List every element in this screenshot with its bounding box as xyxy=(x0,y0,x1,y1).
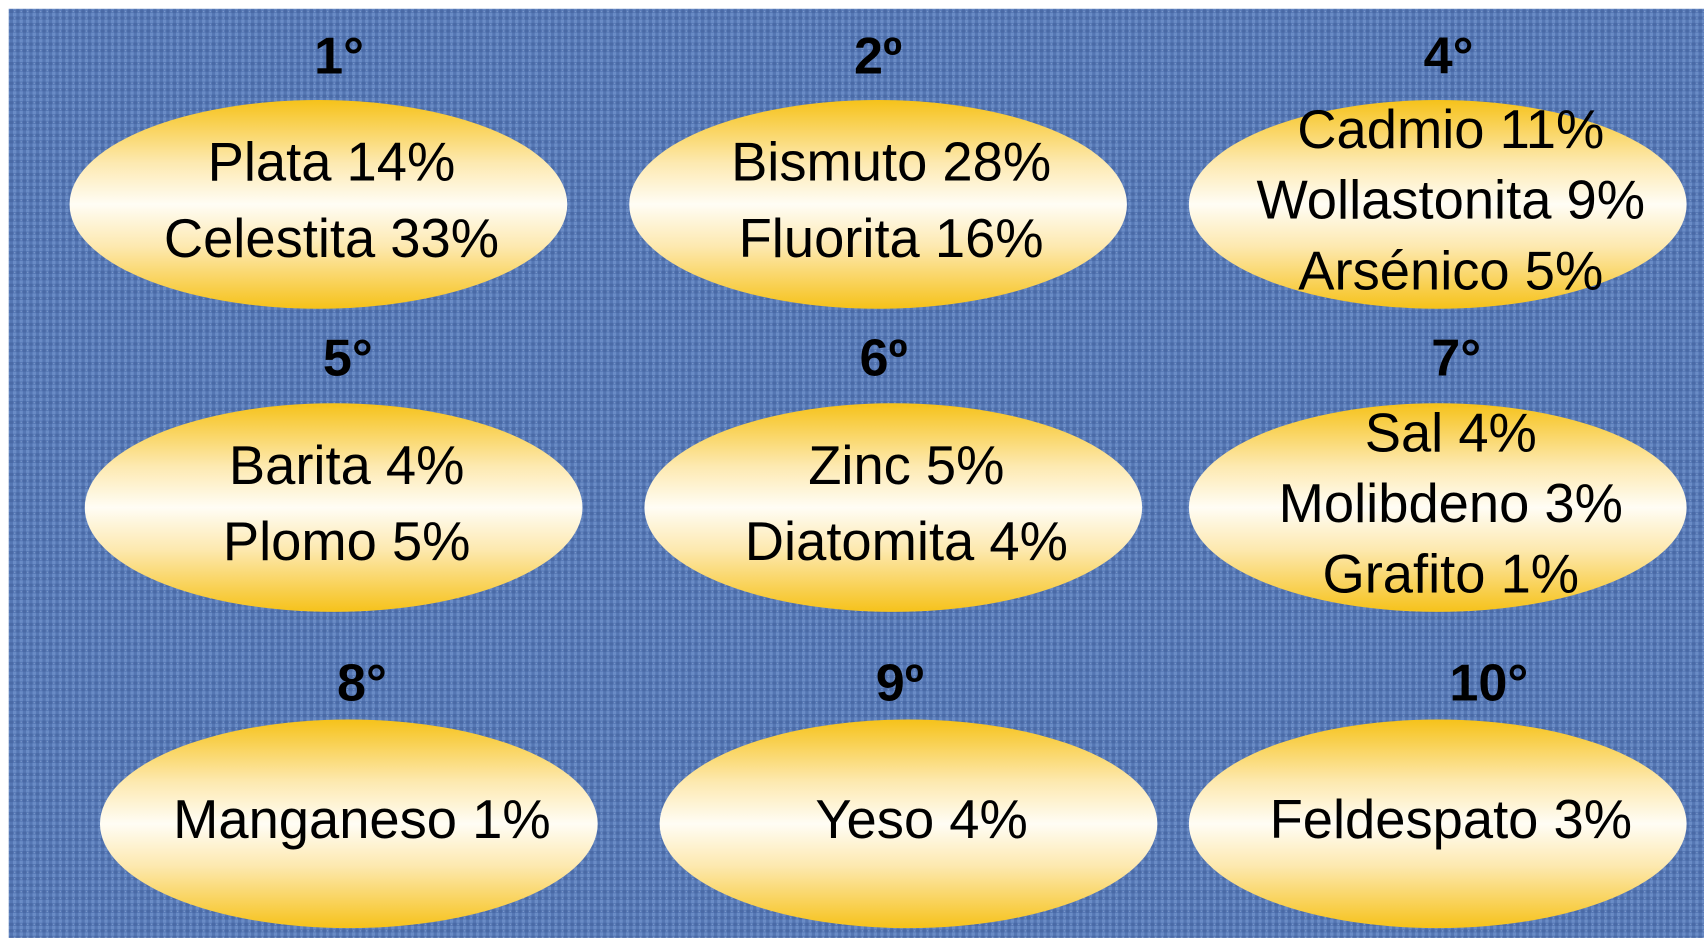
mineral-line: Zinc 5% xyxy=(808,435,1004,496)
ellipse-badge xyxy=(1188,100,1687,309)
mineral-line: Wollastonita 9% xyxy=(1257,170,1646,231)
ellipse-badge xyxy=(629,100,1127,309)
ellipse-badge xyxy=(1188,403,1687,612)
mineral-line: Plomo 5% xyxy=(223,511,471,572)
mineral-line: Yeso 4% xyxy=(815,789,1027,850)
rank-label: 7° xyxy=(1431,330,1481,388)
mineral-line: Cadmio 11% xyxy=(1297,99,1604,160)
mineral-line: Grafito 1% xyxy=(1322,544,1579,605)
rank-label: 10° xyxy=(1449,655,1528,713)
rank-label: 2º xyxy=(854,28,902,86)
rank-label: 1° xyxy=(314,28,364,86)
mineral-line: Bismuto 28% xyxy=(731,132,1051,193)
mineral-line: Barita 4% xyxy=(229,435,465,496)
mineral-line: Plata 14% xyxy=(208,132,456,193)
rank-label: 8° xyxy=(337,655,387,713)
rank-label: 4° xyxy=(1424,28,1474,86)
ellipse-badge xyxy=(644,403,1143,612)
rank-label: 6º xyxy=(859,330,907,388)
mineral-line: Sal 4% xyxy=(1365,402,1537,463)
mineral-line: Molibdeno 3% xyxy=(1279,473,1623,534)
mineral-line: Celestita 33% xyxy=(164,208,499,269)
mineral-line: Manganeso 1% xyxy=(173,789,551,850)
ellipse-badge xyxy=(99,719,598,929)
ellipse-badge xyxy=(69,100,568,309)
rank-label: 5° xyxy=(323,330,373,388)
ellipse-badge xyxy=(1188,719,1687,929)
rank-label: 9º xyxy=(876,655,924,713)
mineral-line: Arsénico 5% xyxy=(1298,240,1603,301)
ellipse-badge xyxy=(84,403,583,612)
mineral-line: Feldespato 3% xyxy=(1270,789,1632,850)
mineral-line: Diatomita 4% xyxy=(745,511,1068,572)
mineral-line: Fluorita 16% xyxy=(739,208,1044,269)
ellipse-badge xyxy=(659,719,1158,929)
